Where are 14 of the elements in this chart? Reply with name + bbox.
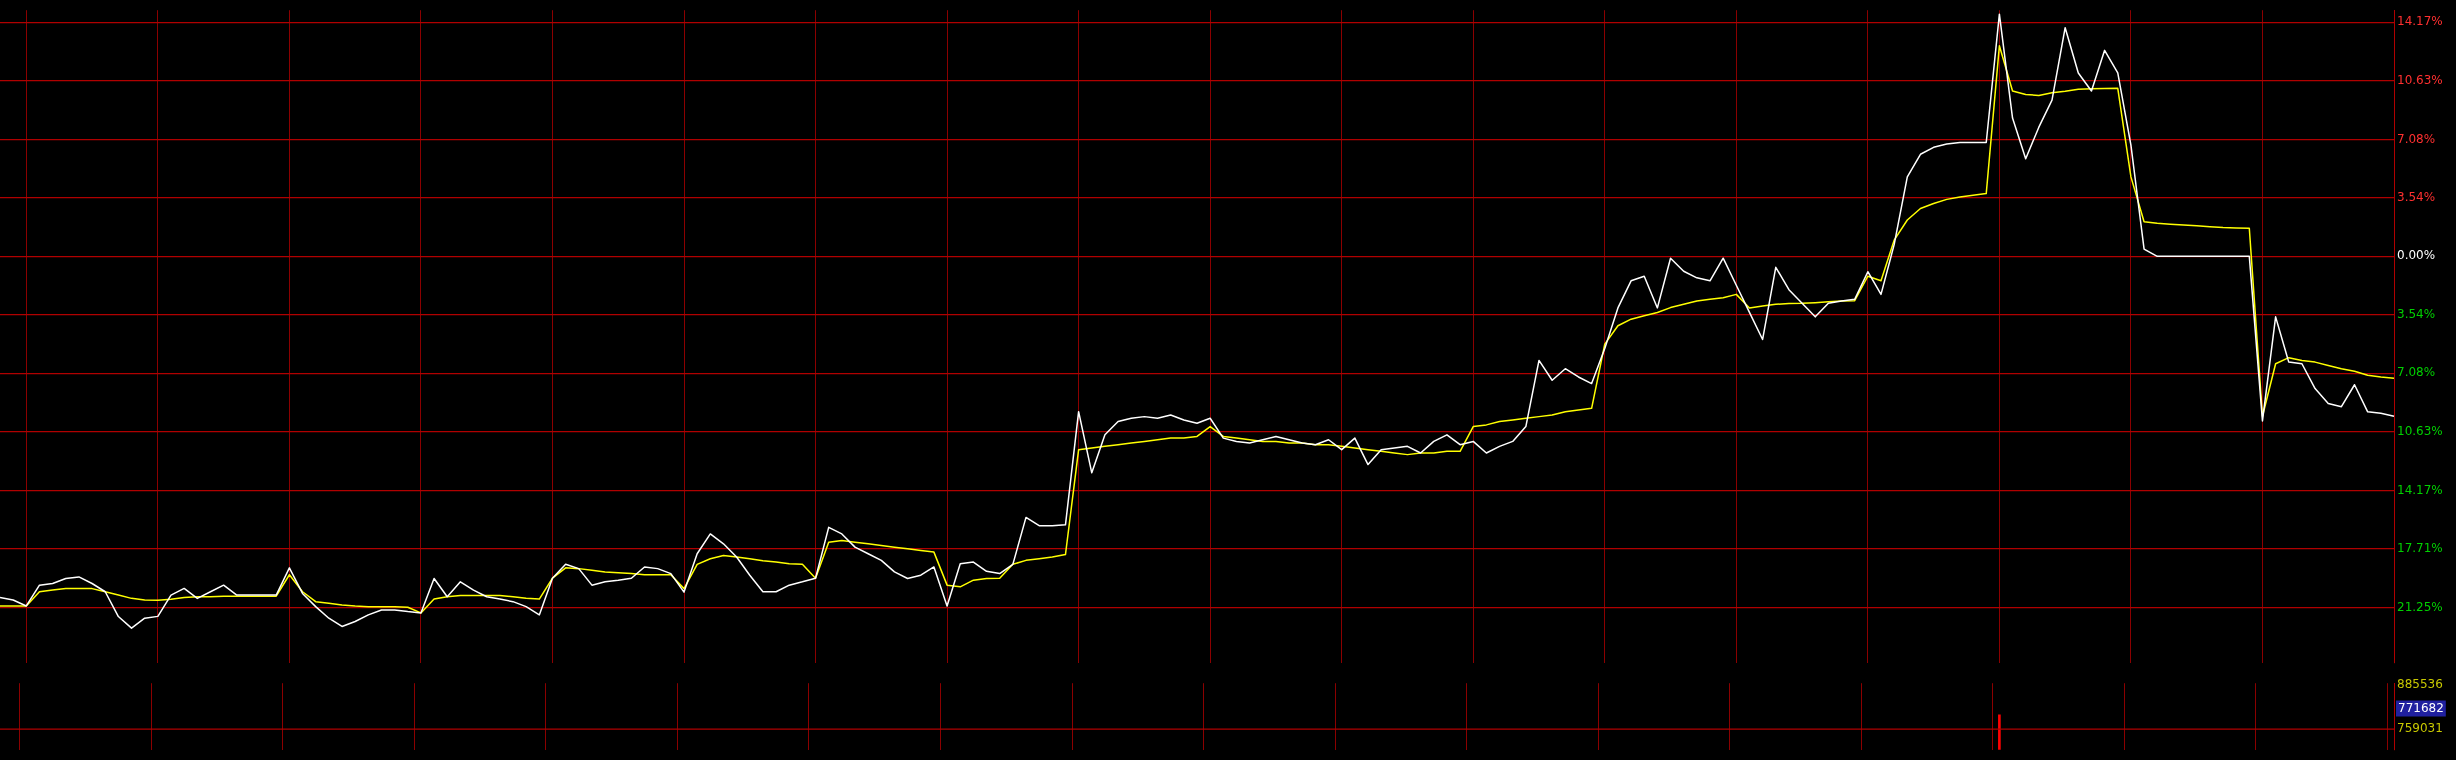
y-tick-label: 21.25% <box>2397 599 2443 614</box>
y-tick-label: 3.54% <box>2397 190 2436 205</box>
y-tick-label: 14.17% <box>2397 482 2443 497</box>
text: 771682 <box>2398 700 2444 715</box>
y-tick-label: 10.63% <box>2397 424 2443 439</box>
y-tick-label: 0.00% <box>2397 248 2436 263</box>
y-tick-label: 885536 <box>2397 676 2443 691</box>
y-tick-label: 14.17% <box>2397 14 2443 29</box>
y-tick-label: 7.08% <box>2397 365 2436 380</box>
y-tick-label: 17.71% <box>2397 541 2443 556</box>
y-tick-label: 10.63% <box>2397 72 2443 87</box>
y-tick-label: 7.08% <box>2397 131 2436 146</box>
y-tick-label: 759031 <box>2397 721 2443 736</box>
y-tick-label: 3.54% <box>2397 306 2436 321</box>
